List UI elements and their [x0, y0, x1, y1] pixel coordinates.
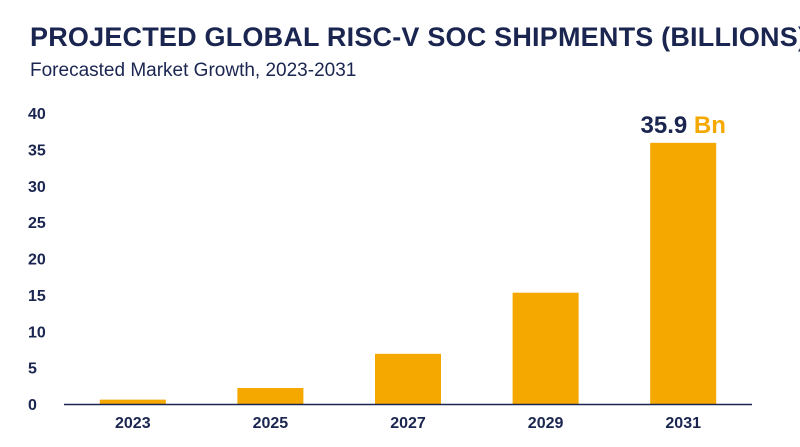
data-label: 35.9 Bn [641, 112, 726, 139]
bar [375, 353, 441, 404]
y-tick-label: 20 [28, 252, 46, 269]
chart-subtitle: Forecasted Market Growth, 2023-2031 [30, 60, 357, 81]
x-tick-label: 2025 [253, 415, 289, 432]
y-tick-label: 15 [28, 288, 46, 305]
chart-title: PROJECTED GLOBAL RISC-V SOC SHIPMENTS (B… [30, 22, 800, 52]
bar [99, 399, 166, 404]
y-tick-label: 35 [28, 142, 46, 159]
bar [237, 387, 304, 404]
bar [512, 292, 579, 404]
bar [650, 142, 717, 404]
y-tick-label: 30 [28, 179, 46, 196]
x-tick-label: 2031 [665, 415, 701, 432]
x-tick-label: 2027 [390, 415, 426, 432]
x-tick-label: 2029 [528, 415, 564, 432]
y-tick-label: 25 [28, 215, 46, 232]
y-tick-label: 5 [28, 361, 37, 378]
y-tick-label: 0 [28, 397, 37, 414]
y-tick-label: 40 [28, 106, 46, 123]
x-tick-label: 2023 [115, 415, 151, 432]
y-tick-label: 10 [28, 324, 46, 341]
